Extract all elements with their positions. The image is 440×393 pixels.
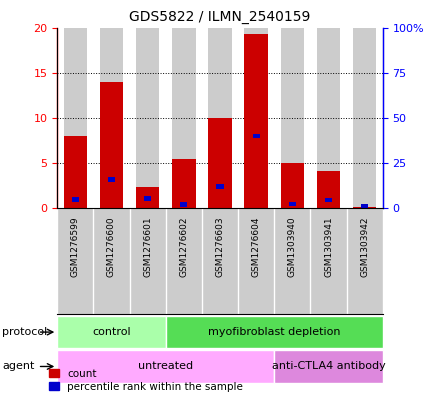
Bar [281, 28, 304, 208]
Bar [317, 28, 340, 208]
Bar [100, 28, 123, 208]
Bar [317, 171, 340, 208]
Bar [361, 204, 368, 209]
Bar [57, 316, 166, 348]
Text: protocol: protocol [2, 327, 48, 337]
Bar [72, 197, 79, 202]
Bar [144, 196, 151, 200]
Bar [289, 202, 296, 206]
Bar [281, 163, 304, 208]
Title: GDS5822 / ILMN_2540159: GDS5822 / ILMN_2540159 [129, 10, 311, 24]
Bar [253, 134, 260, 138]
Legend: count, percentile rank within the sample: count, percentile rank within the sample [49, 369, 243, 392]
Bar [245, 28, 268, 208]
Bar [108, 177, 115, 182]
Text: control: control [92, 327, 131, 337]
Bar [325, 198, 332, 202]
Text: GSM1276604: GSM1276604 [252, 217, 260, 277]
Text: untreated: untreated [138, 362, 193, 371]
Text: GSM1276601: GSM1276601 [143, 217, 152, 277]
Text: GSM1276602: GSM1276602 [180, 217, 188, 277]
Bar [172, 28, 195, 208]
Bar [208, 118, 232, 208]
Text: GSM1303942: GSM1303942 [360, 217, 369, 277]
Bar [63, 28, 87, 208]
Bar [208, 28, 232, 208]
Bar [166, 316, 383, 348]
Bar [63, 136, 87, 208]
Bar [172, 158, 195, 208]
Bar [100, 82, 123, 208]
Text: myofibroblast depletion: myofibroblast depletion [208, 327, 341, 337]
Bar [245, 34, 268, 208]
Text: GSM1276600: GSM1276600 [107, 217, 116, 277]
Bar [136, 28, 159, 208]
Text: agent: agent [2, 362, 35, 371]
Text: GSM1276599: GSM1276599 [71, 217, 80, 277]
Bar [353, 28, 377, 208]
Text: GSM1303940: GSM1303940 [288, 217, 297, 277]
Bar [136, 187, 159, 208]
Bar [57, 350, 274, 383]
Bar [353, 207, 377, 208]
Bar [180, 202, 187, 207]
Text: anti-CTLA4 antibody: anti-CTLA4 antibody [271, 362, 385, 371]
Text: GSM1303941: GSM1303941 [324, 217, 333, 277]
Bar [216, 184, 224, 189]
Bar [274, 350, 383, 383]
Text: GSM1276603: GSM1276603 [216, 217, 224, 277]
